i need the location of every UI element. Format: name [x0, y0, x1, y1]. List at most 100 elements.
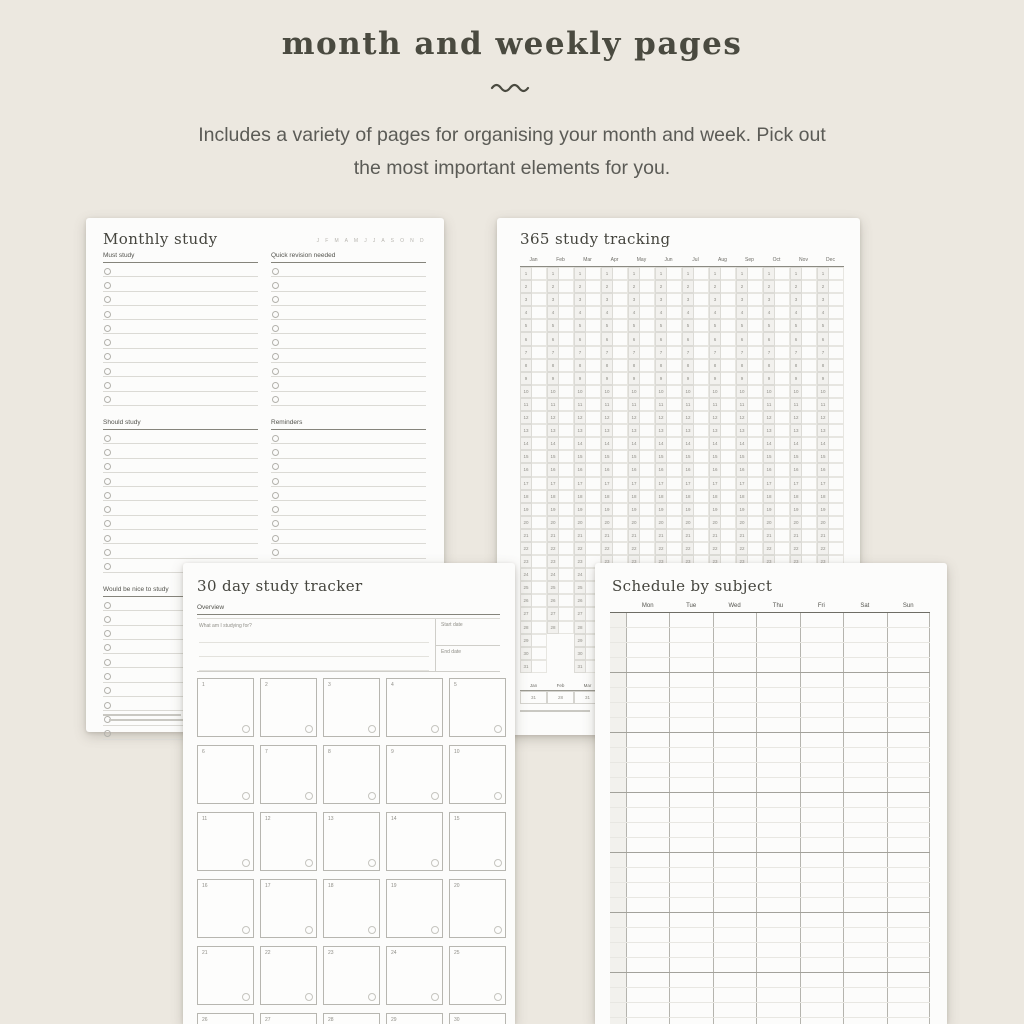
bullet-circle-icon [104, 548, 111, 556]
g365-tick-cell [775, 345, 790, 359]
g365-day-number: 25 [574, 581, 586, 595]
g365-day-cell: 18 [817, 489, 844, 503]
g365-day-cell: 28 [547, 620, 574, 634]
g365-day-cell: 22 [790, 541, 817, 556]
g365-day-cell: 6 [817, 332, 844, 346]
tracker-check-circle-icon [494, 993, 502, 1001]
g365-day-cell: 15 [655, 450, 682, 464]
g365-day-cell: 1 [628, 267, 655, 281]
schedule-cell [626, 1018, 669, 1024]
g365-day-cell: 7 [628, 345, 655, 359]
g365-day-number: 5 [709, 319, 721, 333]
g365-day-number: 7 [682, 345, 694, 359]
tracker-check-circle-icon [368, 993, 376, 1001]
g365-tick-cell [586, 502, 601, 516]
bullet-circle-icon [104, 296, 111, 304]
g365-day-cell: 4 [709, 306, 736, 320]
g365-day-cell: 4 [736, 306, 763, 320]
g365-day-number: 19 [763, 502, 775, 516]
g365-day-cell: 18 [520, 489, 547, 503]
g365-day-number: 22 [520, 541, 532, 556]
g365-day-number: 1 [817, 267, 829, 281]
g365-tick-cell [775, 463, 790, 477]
bullet-circle-icon [272, 520, 279, 528]
g365-day-number: 16 [655, 463, 667, 477]
tracker-day-box: 22 [260, 946, 317, 1005]
schedule-cell [712, 643, 756, 657]
g365-tick-cell [802, 371, 817, 385]
tracker-day-box: 1 [197, 678, 254, 737]
g365-day-number: 15 [736, 450, 748, 464]
tracker-check-circle-icon [305, 859, 313, 867]
g365-row: 13 13 13 13 13 13 13 13 13 13 13 13 [520, 424, 844, 438]
bullet-circle-icon [104, 353, 111, 361]
schedule-cell [756, 748, 799, 762]
g365-day-cell: 3 [682, 293, 709, 307]
g365-tick-cell [532, 384, 547, 398]
tracker-day-box: 12 [260, 812, 317, 871]
g365-day-number: 17 [709, 476, 721, 490]
schedule-gutter-cell [610, 943, 626, 957]
g365-day-cell: 17 [655, 476, 682, 490]
g365-day-cell: 6 [709, 332, 736, 346]
g365-day-cell: 6 [574, 332, 601, 346]
g365-tick-cell [640, 306, 655, 320]
g365-tick-cell [559, 568, 574, 582]
schedule-day-header: Tue [686, 603, 697, 609]
schedule-cell [669, 958, 712, 972]
g365-tick-cell [667, 437, 682, 451]
g365-tick-cell [694, 463, 709, 477]
g365-day-cell: 4 [601, 306, 628, 320]
g365-tick-cell [586, 463, 601, 477]
g365-tick-cell [559, 411, 574, 425]
g365-day-number: 20 [547, 515, 559, 529]
g365-row: 8 8 8 8 8 8 8 8 8 8 8 8 [520, 358, 844, 372]
g365-day-cell: 13 [736, 424, 763, 438]
g365-day-number: 29 [574, 633, 586, 647]
g365-day-number: 2 [547, 280, 559, 294]
g365-day-cell: 22 [682, 541, 709, 556]
g365-day-number: 21 [520, 528, 532, 542]
schedule-row [610, 658, 930, 672]
g365-day-number: 12 [547, 411, 559, 425]
g365-tick-cell [694, 384, 709, 398]
g365-day-number: 17 [817, 476, 829, 490]
g365-day-number: 7 [763, 345, 775, 359]
g365-tick-cell [532, 568, 547, 582]
g365-day-number: 1 [547, 267, 559, 281]
bullet-circle-icon [104, 630, 111, 638]
g365-tick-cell [802, 450, 817, 464]
g365-day-number: 1 [790, 267, 802, 281]
g365-tick-cell [667, 319, 682, 333]
schedule-cell [756, 883, 799, 897]
bullet-circle-icon [272, 506, 279, 514]
g365-day-cell: 16 [817, 463, 844, 477]
g365-day-cell: 18 [574, 489, 601, 503]
g365-day-cell: 5 [520, 319, 547, 333]
g365-day-cell: 10 [736, 384, 763, 398]
g365-day-cell: 9 [682, 371, 709, 385]
schedule-cell [843, 988, 886, 1002]
checklist-row [103, 349, 258, 364]
g365-day-cell: 3 [628, 293, 655, 307]
g365-day-cell: 17 [817, 476, 844, 490]
g365-day-number: 15 [655, 450, 667, 464]
checklist-row [103, 611, 258, 626]
tracker-day-box: 27 [260, 1013, 317, 1024]
g365-day-cell: 7 [790, 345, 817, 359]
g365-tick-cell [640, 345, 655, 359]
g365-day-cell: 5 [709, 319, 736, 333]
schedule-cell [843, 928, 886, 942]
tracker-day-box: 26 [197, 1013, 254, 1024]
g365-day-cell: 7 [574, 345, 601, 359]
g365-tick-cell [829, 384, 844, 398]
checklist-row [271, 430, 426, 445]
schedule-cell [799, 958, 843, 972]
g365-day-number: 4 [655, 306, 667, 320]
g365-day-cell: 21 [709, 528, 736, 542]
g365-day-cell: 12 [574, 411, 601, 425]
g365-day-number: 3 [547, 293, 559, 307]
g365-day-cell: 20 [601, 515, 628, 529]
g365-tick-cell [775, 476, 790, 490]
g365-tick-cell [613, 476, 628, 490]
